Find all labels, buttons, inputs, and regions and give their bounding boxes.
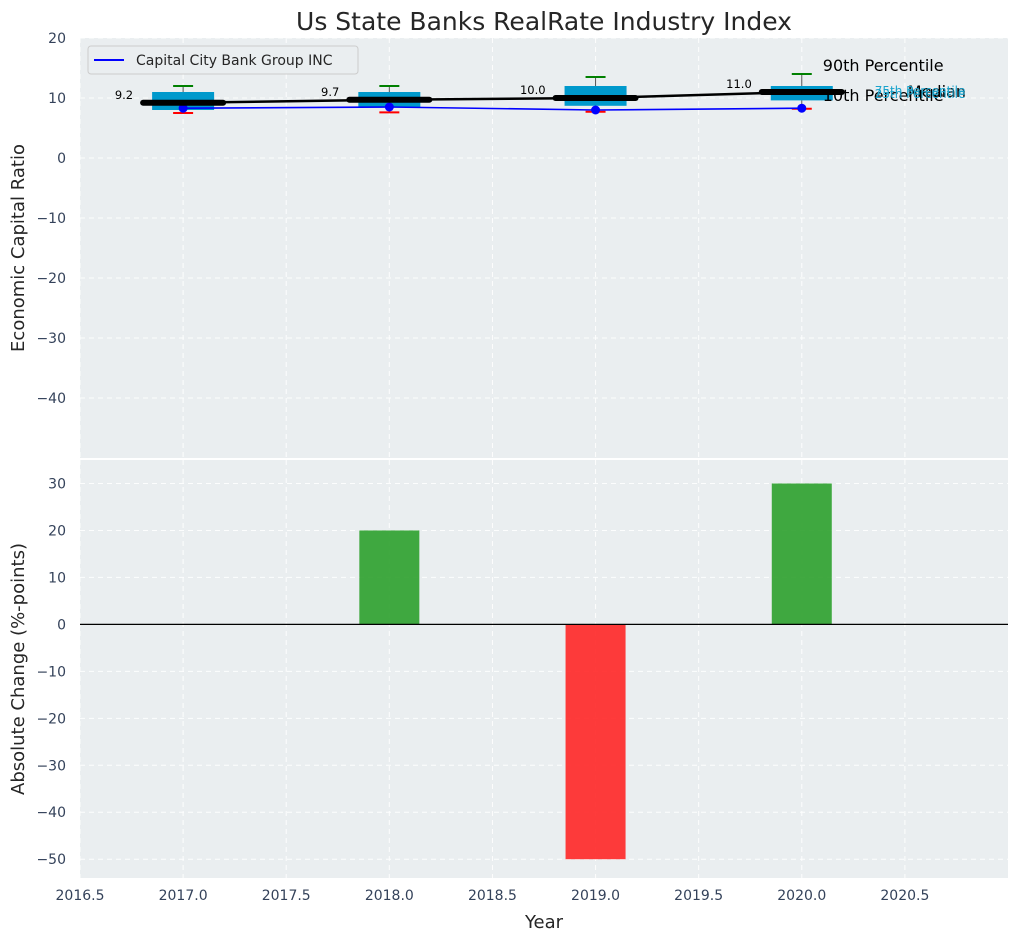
top-y-tick-label: −30 [36,331,66,347]
company-point [591,105,601,115]
annotation-90th-percentile: 90th Percentile [823,56,944,75]
x-tick-label: 2020.0 [777,888,826,904]
bottom-y-tick-label: 30 [48,476,66,492]
x-tick-label: 2016.5 [56,888,105,904]
x-tick-label: 2018.5 [468,888,517,904]
bottom-y-ticks: 30 20 10 0 −10 −20 −30 −40 −50 [36,476,66,868]
company-point [384,102,394,112]
x-axis-label: Year [524,912,564,933]
x-tick-label: 2019.0 [571,888,620,904]
x-tick-label: 2017.5 [262,888,311,904]
annotation-25th-percentile: 25th Percentile [875,87,966,101]
bottom-y-tick-label: −40 [36,805,66,821]
chart-title: Us State Banks RealRate Industry Index [296,7,792,36]
bottom-y-tick-label: 10 [48,570,66,586]
median-series: 9.2 9.7 10.0 11.0 [115,77,845,106]
top-y-axis-label: Economic Capital Ratio [8,144,29,352]
x-tick-label: 2019.5 [674,888,723,904]
median-value-label: 11.0 [726,77,752,91]
bottom-y-tick-label: −50 [36,852,66,868]
legend-box [87,45,359,75]
median-value-label: 10.0 [520,83,546,97]
bottom-y-tick-label: 0 [57,617,66,633]
top-panel: 20 10 0 −10 −20 −30 −40 Economic Capital Ratio… [8,31,1008,458]
x-tick-label: 2018.0 [365,888,414,904]
top-y-tick-label: −40 [36,391,66,407]
company-point [797,103,807,113]
annotation-75th-percentile: 75th Percentile [875,84,966,98]
change-bar [771,483,832,625]
x-ticks: 2016.5 2017.0 2017.5 2018.0 2018.5 2019.0 2019… [56,888,930,904]
top-y-tick-label: 0 [57,151,66,167]
bottom-grid [79,460,1008,878]
top-y-tick-label: −20 [36,271,66,287]
bottom-y-tick-label: −20 [36,711,66,727]
bottom-y-axis-label: Absolute Change (%-points) [8,543,29,795]
top-y-ticks: 20 10 0 −10 −20 −30 −40 [36,31,66,407]
legend: Capital City Bank Group INC [87,45,359,75]
top-y-tick-label: 20 [48,31,66,47]
top-y-tick-label: −10 [36,211,66,227]
x-tick-label: 2017.0 [159,888,208,904]
change-bar [565,624,626,860]
bottom-y-tick-label: −10 [36,664,66,680]
bottom-plot-background [80,460,1008,878]
legend-label: Capital City Bank Group INC [136,53,333,69]
median-value-label: 9.2 [115,88,133,102]
bottom-panel: 30 20 10 0 −10 −20 −30 −40 −50 2016.5 2017.0 2017.… [8,460,1008,933]
company-series [178,102,807,115]
median-line [183,90,802,105]
company-line [183,106,802,111]
x-tick-label: 2020.5 [880,888,929,904]
change-bar [359,530,420,625]
median-value-label: 9.7 [321,85,339,99]
top-y-tick-label: 10 [48,91,66,107]
change-bars [359,483,832,860]
bottom-y-tick-label: −30 [36,758,66,774]
annotation-median: Median [908,82,966,101]
annotation-10th-percentile: 10th Percentile [823,86,944,105]
bottom-y-tick-label: 20 [48,523,66,539]
company-point [178,103,188,113]
percentile-annotations: 90th Percentile Median 10th Percentile 7… [823,56,966,105]
